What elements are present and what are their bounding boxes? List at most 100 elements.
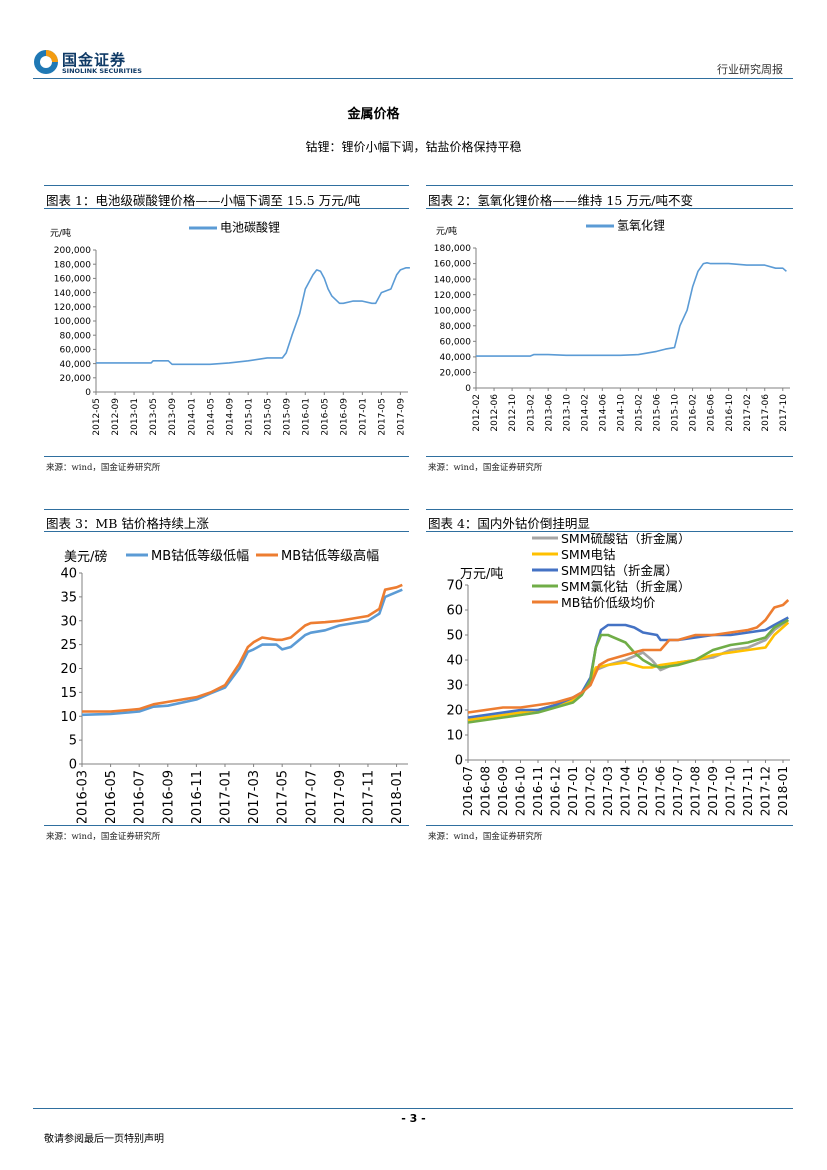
c4-x-tick-label: 2016-10 bbox=[514, 766, 528, 816]
fig2-chart: 0 20,000 40,000 60,000 80,000 100,000 120,000 1… bbox=[434, 217, 790, 432]
c1-x-tick-label: 2016-01 bbox=[301, 398, 311, 436]
c3-x-tick-label: 2017-09 bbox=[333, 770, 348, 823]
c3-x-tick-label: 2016-11 bbox=[190, 770, 205, 823]
c2-x-tick-label: 2013-06 bbox=[544, 394, 554, 432]
c2-y-tick-label: 120,000 bbox=[434, 291, 471, 301]
footer-disclaimer: 敬请参阅最后一页特别声明 bbox=[44, 1134, 164, 1145]
logo-text-cn: 国金证券 bbox=[62, 51, 127, 69]
fig3-top-rule bbox=[44, 509, 409, 510]
c4-x-tick-label: 2017-01 bbox=[566, 766, 580, 816]
c4-x-tick-label: 2017-08 bbox=[689, 766, 703, 816]
c2-y-tick-label: 180,000 bbox=[434, 244, 471, 254]
c1-x-tick-label: 2017-09 bbox=[397, 398, 407, 436]
c4-y-tick-label: 70 bbox=[446, 579, 463, 594]
c4-series-line bbox=[467, 618, 790, 722]
c1-x-tick-label: 2017-01 bbox=[358, 398, 368, 436]
logo-icon bbox=[34, 50, 58, 74]
fig1-title: 图表 1：电池级碳酸锂价格——小幅下调至 15.5 万元/吨 bbox=[46, 193, 361, 208]
c3-x-tick-label: 2016-07 bbox=[133, 770, 148, 823]
fig2-bottom-rule bbox=[426, 456, 793, 457]
c4-x-tick-label: 2016-09 bbox=[496, 766, 510, 816]
c3-x-tick-label: 2017-07 bbox=[304, 770, 319, 823]
c4-legend-label: SMM氯化钴（折金属） bbox=[561, 579, 691, 594]
c4-series-line bbox=[467, 621, 790, 722]
c2-x-tick-label: 2017-10 bbox=[779, 394, 789, 432]
c4-x-tick-label: 2016-08 bbox=[479, 766, 493, 816]
c3-y-tick-label: 40 bbox=[60, 567, 77, 582]
c3-x-tick-label: 2017-03 bbox=[247, 770, 262, 823]
fig3-title-rule bbox=[44, 531, 409, 532]
c2-x-tick-label: 2015-10 bbox=[671, 394, 681, 432]
c1-x-tick-label: 2013-09 bbox=[168, 398, 178, 436]
c1-x-tick-label: 2015-01 bbox=[244, 398, 254, 436]
c2-x-tick-label: 2012-02 bbox=[472, 394, 482, 432]
c3-y-tick-label: 20 bbox=[60, 662, 77, 677]
c4-x-tick-label: 2018-01 bbox=[776, 766, 790, 816]
section-subtitle: 钴锂：锂价小幅下调，钴盐价格保持平稳 bbox=[0, 138, 827, 155]
fig1-top-rule bbox=[44, 185, 409, 186]
c3-series-line bbox=[81, 588, 403, 717]
c1-y-tick-label: 180,000 bbox=[54, 260, 91, 270]
c3-y-tick-label: 35 bbox=[60, 590, 77, 605]
fig3-source: 来源：wind，国金证券研究所 bbox=[46, 832, 161, 842]
c2-y-tick-label: 80,000 bbox=[440, 322, 472, 332]
c1-y-tick-label: 140,000 bbox=[54, 289, 91, 299]
c4-legend-label: MB钴价低级均价 bbox=[561, 595, 656, 610]
c4-x-tick-label: 2017-05 bbox=[636, 766, 650, 816]
c2-series-line bbox=[476, 261, 787, 357]
c2-y-tick-label: 60,000 bbox=[440, 337, 472, 347]
c4-x-tick-label: 2016-07 bbox=[461, 766, 475, 816]
c4-y-tick-label: 0 bbox=[455, 754, 463, 769]
c4-x-tick-label: 2017-02 bbox=[584, 766, 598, 816]
c3-y-tick-label: 25 bbox=[60, 638, 77, 653]
fig4-title-rule bbox=[426, 531, 793, 532]
c4-legend-label: SMM硫酸钴（折金属） bbox=[561, 533, 691, 546]
c3-y-unit-label: 美元/磅 bbox=[64, 549, 107, 565]
c2-x-tick-label: 2014-02 bbox=[580, 394, 590, 432]
c4-y-tick-label: 50 bbox=[446, 629, 463, 644]
fig1-bottom-rule bbox=[44, 456, 409, 457]
fig4-title: 图表 4：国内外钴价倒挂明显 bbox=[428, 516, 590, 531]
fig3-bottom-rule bbox=[44, 825, 409, 826]
c2-x-tick-label: 2014-06 bbox=[598, 394, 608, 432]
c1-y-tick-label: 60,000 bbox=[60, 346, 92, 356]
c1-y-tick-label: 80,000 bbox=[60, 331, 92, 341]
fig4-top-rule bbox=[426, 509, 793, 510]
fig4-chart: 0 10 20 30 40 50 60 70 2016-07 2016-08 2016-09 2016… bbox=[446, 533, 790, 816]
c3-x-tick-label: 2016-09 bbox=[161, 770, 176, 823]
c3-y-tick-label: 0 bbox=[69, 758, 77, 773]
c1-y-tick-label: 160,000 bbox=[54, 275, 91, 285]
c2-y-tick-label: 100,000 bbox=[434, 306, 471, 316]
c2-x-tick-label: 2013-02 bbox=[526, 394, 536, 432]
c3-x-tick-label: 2016-05 bbox=[104, 770, 119, 823]
c1-x-tick-label: 2015-09 bbox=[282, 398, 292, 436]
c2-y-tick-label: 20,000 bbox=[440, 369, 472, 379]
c4-x-tick-label: 2017-06 bbox=[654, 766, 668, 816]
c2-x-tick-label: 2013-10 bbox=[562, 394, 572, 432]
section-title: 金属价格 bbox=[0, 103, 827, 122]
fig1-title-rule bbox=[44, 208, 409, 209]
c2-y-tick-label: 40,000 bbox=[440, 353, 472, 363]
c3-y-tick-label: 5 bbox=[69, 734, 77, 749]
fig1-source: 来源：wind，国金证券研究所 bbox=[46, 463, 161, 473]
c2-x-tick-label: 2017-06 bbox=[761, 394, 771, 432]
c1-y-tick-label: 0 bbox=[85, 388, 91, 398]
c4-legend-label: SMM四钴（折金属） bbox=[561, 563, 678, 578]
c3-y-tick-label: 30 bbox=[60, 614, 77, 629]
c1-series-line bbox=[96, 266, 410, 366]
c2-x-tick-label: 2016-10 bbox=[725, 394, 735, 432]
c4-y-tick-label: 20 bbox=[446, 704, 463, 719]
c3-x-tick-label: 2017-05 bbox=[276, 770, 291, 823]
c3-y-tick-label: 15 bbox=[60, 686, 77, 701]
c2-y-tick-label: 140,000 bbox=[434, 275, 471, 285]
c1-y-tick-label: 20,000 bbox=[60, 374, 92, 384]
c2-x-tick-label: 2016-02 bbox=[689, 394, 699, 432]
c2-x-tick-label: 2016-06 bbox=[707, 394, 717, 432]
c2-legend-label: 氢氧化锂 bbox=[617, 217, 665, 232]
c3-x-tick-label: 2016-03 bbox=[76, 770, 91, 823]
c1-y-tick-label: 100,000 bbox=[54, 317, 91, 327]
fig2-top-rule bbox=[426, 185, 793, 186]
c4-x-tick-label: 2016-11 bbox=[531, 766, 545, 816]
c4-x-tick-label: 2017-12 bbox=[759, 766, 773, 816]
c4-series-line bbox=[467, 599, 790, 714]
